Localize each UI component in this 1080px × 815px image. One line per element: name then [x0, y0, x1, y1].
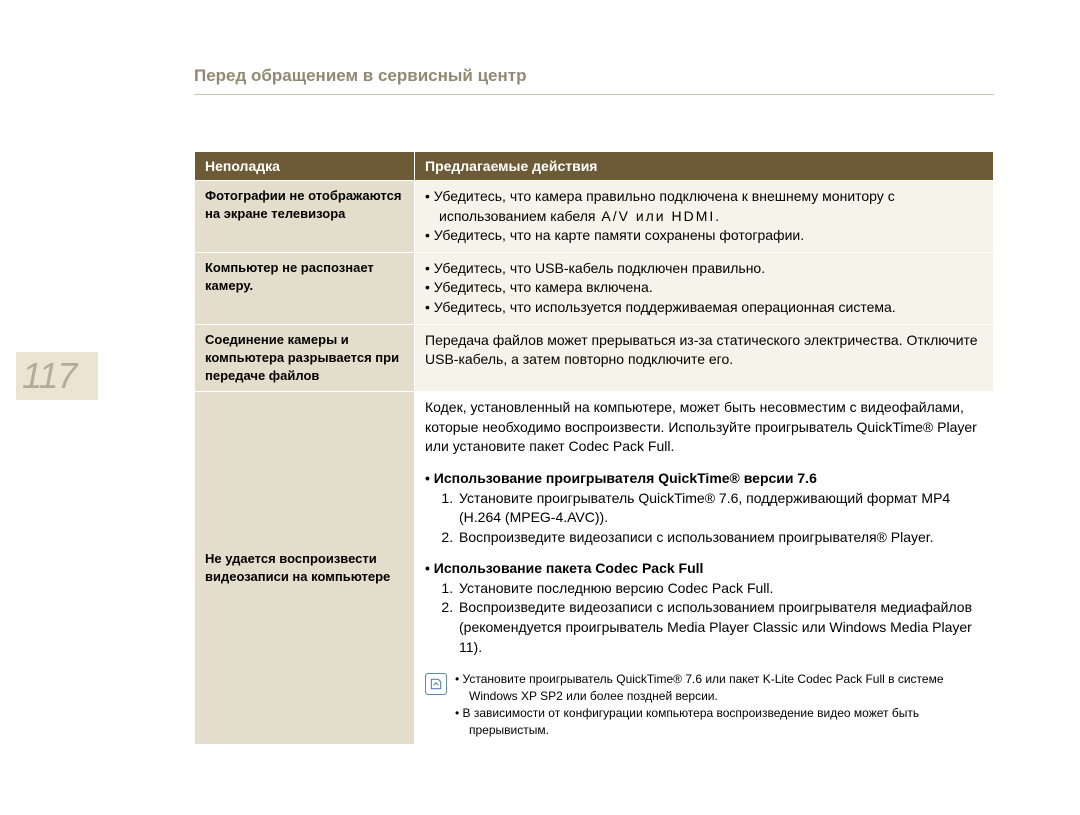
- column-header-actions: Предлагаемые действия: [415, 152, 994, 181]
- table-row: Соединение камеры и компьютера разрывает…: [195, 324, 994, 392]
- page-number-tab: 117: [16, 352, 98, 400]
- actions-cell: Убедитесь, что USB-кабель подключен прав…: [415, 252, 994, 324]
- table-row: Фотографии не отображаются на экране тел…: [195, 181, 994, 253]
- column-header-issue: Неполадка: [195, 152, 415, 181]
- note-icon: [425, 673, 447, 695]
- intro-text: Кодек, установленный на компьютере, може…: [425, 398, 983, 457]
- action-bullet: Убедитесь, что используется поддерживаем…: [425, 298, 983, 318]
- page-title: Перед обращением в сервисный центр: [194, 66, 994, 95]
- note-item: В зависимости от конфигурации компьютера…: [455, 705, 983, 739]
- actions-cell: Убедитесь, что камера правильно подключе…: [415, 181, 994, 253]
- note-item: Установите проигрыватель QuickTime® 7.6 …: [455, 671, 983, 705]
- step: Воспроизведите видеозаписи с использован…: [457, 598, 983, 657]
- step: Установите проигрыватель QuickTime® 7.6,…: [457, 489, 983, 528]
- issue-cell: Компьютер не распознает камеру.: [195, 252, 415, 324]
- section-heading-quicktime: Использование проигрывателя QuickTime® в…: [425, 469, 983, 489]
- step: Установите последнюю версию Codec Pack F…: [457, 579, 983, 599]
- actions-cell: Кодек, установленный на компьютере, може…: [415, 392, 994, 745]
- table-row: Компьютер не распознает камеру. Убедитес…: [195, 252, 994, 324]
- issue-cell: Соединение камеры и компьютера разрывает…: [195, 324, 415, 392]
- issue-cell: Фотографии не отображаются на экране тел…: [195, 181, 415, 253]
- action-bullet: Убедитесь, что камера включена.: [425, 278, 983, 298]
- action-bullet: Убедитесь, что на карте памяти сохранены…: [425, 226, 983, 246]
- page-content: Перед обращением в сервисный центр Непол…: [194, 66, 994, 745]
- troubleshooting-table: Неполадка Предлагаемые действия Фотограф…: [194, 151, 994, 745]
- section-heading-codec: Использование пакета Codec Pack Full: [425, 559, 983, 579]
- page-number: 117: [22, 355, 76, 397]
- step: Воспроизведите видеозаписи с использован…: [457, 528, 983, 548]
- note-list: Установите проигрыватель QuickTime® 7.6 …: [455, 671, 983, 738]
- actions-cell: Передача файлов может прерываться из-за …: [415, 324, 994, 392]
- action-bullet: Убедитесь, что USB-кабель подключен прав…: [425, 259, 983, 279]
- issue-cell: Не удается воспроизвести видеозаписи на …: [195, 392, 415, 745]
- codec-steps: Установите последнюю версию Codec Pack F…: [425, 579, 983, 657]
- action-bullet: Убедитесь, что камера правильно подключе…: [425, 187, 983, 226]
- table-row: Не удается воспроизвести видеозаписи на …: [195, 392, 994, 745]
- quicktime-steps: Установите проигрыватель QuickTime® 7.6,…: [425, 489, 983, 548]
- note-box: Установите проигрыватель QuickTime® 7.6 …: [425, 671, 983, 738]
